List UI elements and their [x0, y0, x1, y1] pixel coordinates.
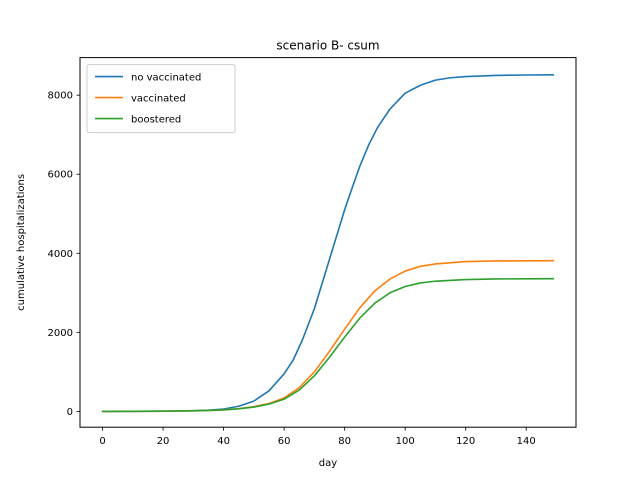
- series-line-2: [101, 277, 555, 413]
- y-tick-label: 2000: [48, 328, 73, 339]
- y-tick-label: 0: [67, 407, 73, 418]
- y-tick-label: 4000: [48, 249, 73, 260]
- legend-label: vaccinated: [131, 94, 186, 105]
- y-axis-ticks: 0 2000 4000 6000 8000: [48, 91, 80, 418]
- x-tick-label: 20: [157, 436, 170, 447]
- x-axis-label: day: [319, 458, 337, 469]
- x-tick-label: 40: [217, 436, 230, 447]
- legend-label: boostered: [131, 115, 181, 126]
- x-tick-label: 100: [396, 436, 415, 447]
- x-tick-label: 140: [517, 436, 536, 447]
- series-line-1: [101, 259, 555, 413]
- x-tick-label: 120: [456, 436, 475, 447]
- x-tick-label: 60: [278, 436, 291, 447]
- legend: no vaccinated vaccinated boostered: [86, 64, 236, 134]
- chart-title: scenario B- csum: [276, 39, 379, 53]
- legend-label: no vaccinated: [131, 73, 201, 84]
- x-tick-label: 0: [99, 436, 105, 447]
- x-tick-label: 80: [338, 436, 351, 447]
- y-tick-label: 6000: [48, 170, 73, 181]
- legend-frame: [86, 64, 236, 134]
- y-axis-label: cumulative hospitalizations: [16, 174, 27, 311]
- plot-area: [79, 57, 577, 428]
- series-lines: [101, 74, 555, 413]
- x-axis-ticks: 0 20 40 60 80 100 120 140: [99, 427, 536, 447]
- y-tick-label: 8000: [48, 91, 73, 102]
